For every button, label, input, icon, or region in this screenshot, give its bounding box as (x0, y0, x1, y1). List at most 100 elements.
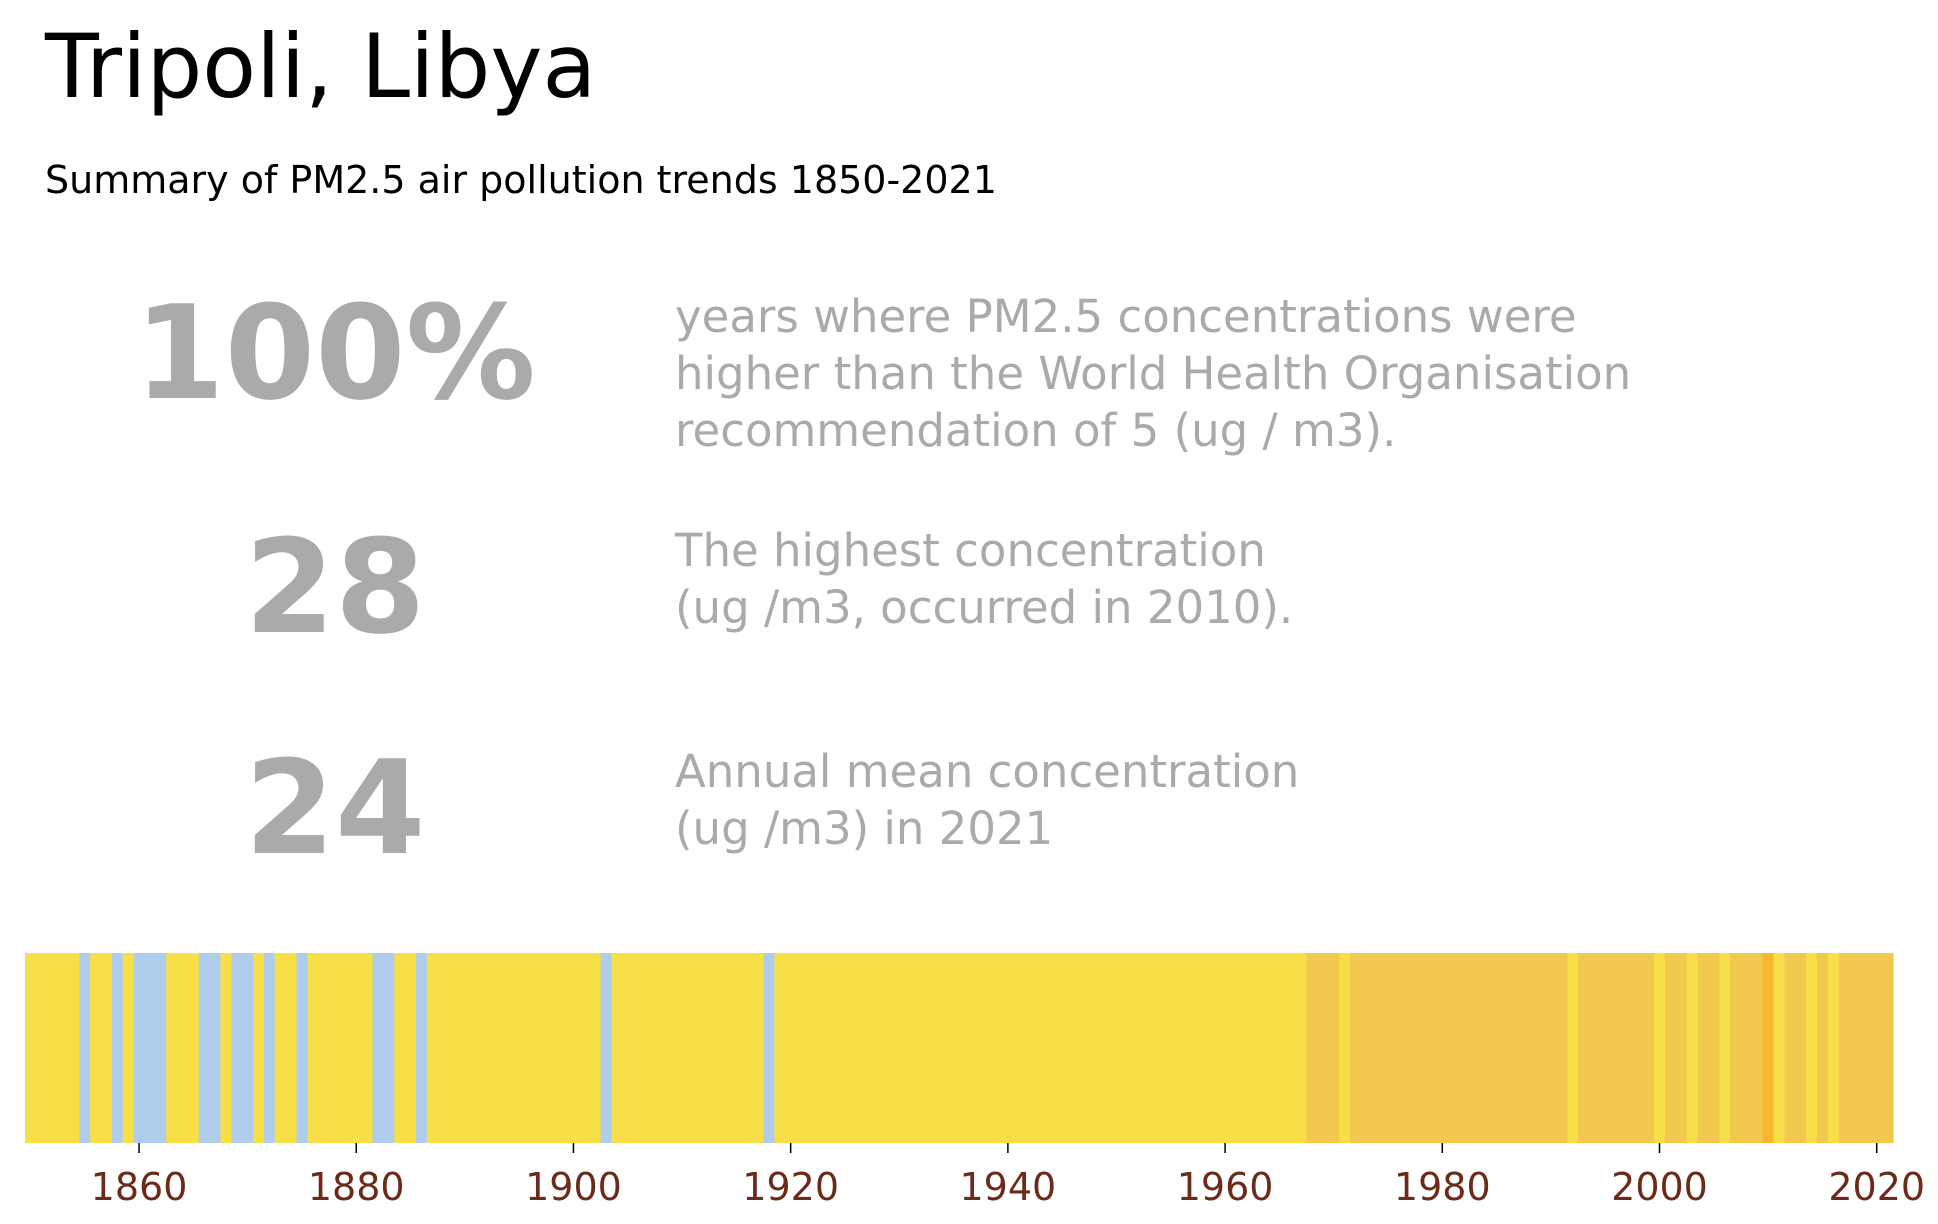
stripe-1901 (578, 953, 591, 1143)
stripe-1884 (394, 953, 406, 1143)
stat-annual-mean-value: 24 (244, 732, 426, 884)
stripe-2004 (1697, 953, 1709, 1143)
stripe-1908 (654, 953, 667, 1143)
stripe-1866 (198, 953, 211, 1143)
stripe-1975 (1382, 953, 1395, 1143)
stripe-1863 (166, 953, 178, 1143)
stripe-1934 (937, 953, 949, 1143)
stripe-1944 (1045, 953, 1058, 1143)
stripe-1947 (1078, 953, 1090, 1143)
stripe-1963 (1252, 953, 1264, 1143)
stripe-1879 (339, 953, 352, 1143)
stripe-1896 (524, 953, 537, 1143)
stripe-1888 (437, 953, 450, 1143)
stripe-group (25, 953, 1894, 1143)
stripe-1855 (79, 953, 91, 1143)
stripe-1914 (720, 953, 732, 1143)
stripe-1974 (1371, 953, 1384, 1143)
stripe-1885 (405, 953, 417, 1143)
stripe-1898 (546, 953, 558, 1143)
stat-share-above-guideline-value: 100% (134, 277, 536, 429)
stripe-1916 (741, 953, 754, 1143)
stripe-1919 (774, 953, 786, 1143)
stripe-1948 (1089, 953, 1101, 1143)
x-tick-label-2000: 2000 (1611, 1165, 1708, 1209)
stripe-1980 (1436, 953, 1449, 1143)
stat-share-above-guideline-description: years where PM2.5 concentrations were hi… (675, 290, 1632, 457)
stripe-1905 (622, 953, 634, 1143)
stripe-1891 (470, 953, 482, 1143)
stripe-1894 (502, 953, 515, 1143)
stripe-1996 (1610, 953, 1623, 1143)
stripe-1937 (969, 953, 982, 1143)
stripe-1873 (274, 953, 287, 1143)
stripe-1909 (665, 953, 678, 1143)
stripe-1976 (1393, 953, 1405, 1143)
stripe-1861 (144, 953, 156, 1143)
x-tick-label-1920: 1920 (742, 1165, 839, 1209)
stripe-1950 (1111, 953, 1123, 1143)
stripe-1850 (25, 953, 37, 1143)
stripe-1998 (1632, 953, 1644, 1143)
stripe-1943 (1035, 953, 1047, 1143)
stripe-1997 (1621, 953, 1633, 1143)
stripe-1955 (1165, 953, 1177, 1143)
x-tick-label-1980: 1980 (1394, 1165, 1491, 1209)
stripe-1899 (557, 953, 569, 1143)
stripe-2013 (1795, 953, 1807, 1143)
stripe-1913 (709, 953, 721, 1143)
stripe-1929 (882, 953, 895, 1143)
stripe-1942 (1024, 953, 1036, 1143)
stripe-1935 (948, 953, 960, 1143)
stripe-1956 (1176, 953, 1188, 1143)
stripe-1912 (698, 953, 710, 1143)
stripe-2003 (1686, 953, 1699, 1143)
stripe-1921 (796, 953, 808, 1143)
stripe-1860 (133, 953, 146, 1143)
stripe-1881 (361, 953, 374, 1143)
stripe-1918 (763, 953, 775, 1143)
x-tick-label-1880: 1880 (308, 1165, 405, 1209)
stripe-1878 (329, 953, 341, 1143)
stripe-1988 (1523, 953, 1536, 1143)
stripe-2017 (1838, 953, 1851, 1143)
stripe-1876 (307, 953, 319, 1143)
stripe-1953 (1143, 953, 1156, 1143)
stripe-1991 (1556, 953, 1568, 1143)
stripe-1857 (101, 953, 113, 1143)
stripe-1931 (904, 953, 917, 1143)
x-tick-label-1860: 1860 (91, 1165, 188, 1209)
stripe-1965 (1273, 953, 1286, 1143)
stripe-1936 (959, 953, 971, 1143)
stripe-2001 (1664, 953, 1677, 1143)
stripe-1890 (459, 953, 471, 1143)
stripe-1949 (1100, 953, 1112, 1143)
stripe-1933 (926, 953, 938, 1143)
stripe-2012 (1784, 953, 1796, 1143)
stripe-1984 (1480, 953, 1492, 1143)
page-subtitle: Summary of PM2.5 air pollution trends 18… (45, 158, 997, 202)
stripe-1856 (90, 953, 102, 1143)
stripe-1958 (1197, 953, 1210, 1143)
stripe-1966 (1284, 953, 1297, 1143)
stripe-1982 (1458, 953, 1471, 1143)
stripe-2008 (1740, 953, 1753, 1143)
stripe-1851 (35, 953, 48, 1143)
stripe-2011 (1773, 953, 1785, 1143)
stripe-1869 (231, 953, 243, 1143)
stripe-2019 (1860, 953, 1872, 1143)
stripe-1941 (1013, 953, 1025, 1143)
stripe-2016 (1827, 953, 1840, 1143)
x-tick-label-1940: 1940 (960, 1165, 1057, 1209)
stripe-1979 (1426, 953, 1438, 1143)
stripe-2020 (1871, 953, 1883, 1143)
stripe-1978 (1415, 953, 1427, 1143)
stat-annual-mean-description: Annual mean concentration (ug /m3) in 20… (675, 745, 1300, 855)
stripe-1960 (1219, 953, 1232, 1143)
stripe-1854 (68, 953, 80, 1143)
stripe-1986 (1502, 953, 1514, 1143)
stripe-2000 (1654, 953, 1666, 1143)
stripe-1946 (1067, 953, 1080, 1143)
stripe-1893 (492, 953, 504, 1143)
